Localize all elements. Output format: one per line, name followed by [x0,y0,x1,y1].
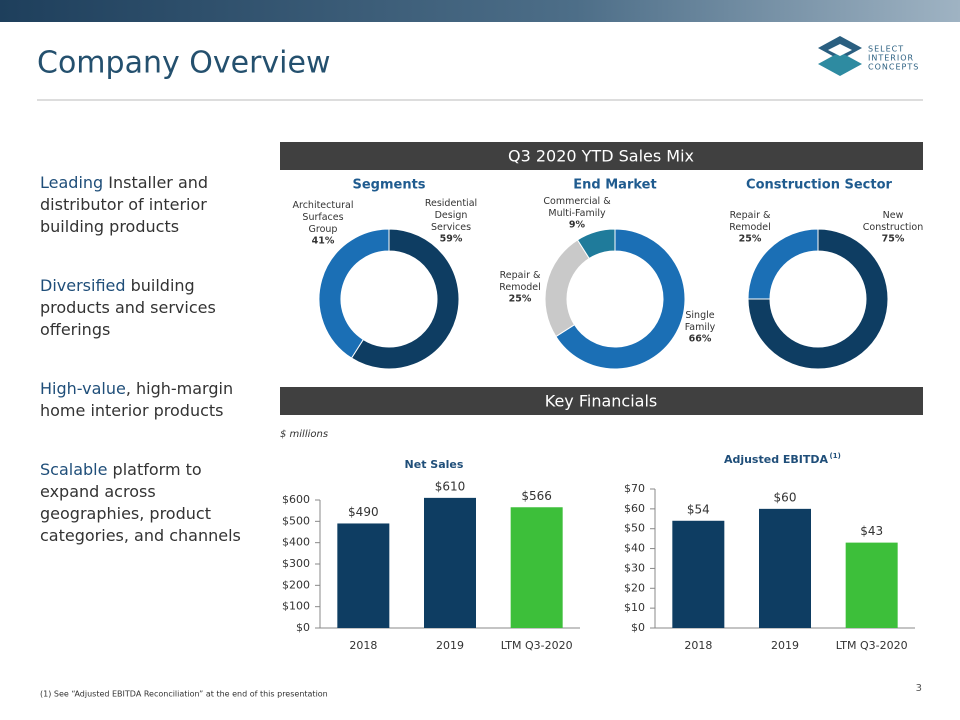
bullet-text: , high-margin home interior products [40,379,234,420]
segment-label: Single Family [685,310,716,333]
segment-label: Repair & Remodel [729,210,771,233]
donut-segment [318,228,390,359]
value-label: $566 [521,489,552,503]
section-title: Key Financials [545,392,658,411]
bullet-lead: Leading [40,173,104,192]
segment-value-label: 25% [509,294,532,305]
bullet-text: platform to expand across geographies, p… [40,460,241,545]
bar [672,520,725,628]
logo-text: INTERIOR [868,54,914,63]
y-tick-label: $40 [624,542,645,555]
bar [759,508,811,628]
chart-title: Net Sales [405,458,464,471]
bullet: Diversified building products and servic… [40,275,255,341]
segment-value-label: 75% [882,234,905,245]
logo-text: SELECT [868,45,904,54]
value-label: $54 [687,502,710,516]
segment-label: Residential Design Services [425,198,477,233]
bullet-lead: Diversified [40,276,126,295]
y-tick-label: $60 [624,502,645,515]
y-tick-label: $70 [624,482,645,495]
bullet-text: building products and services offerings [40,276,216,339]
value-label: $43 [860,524,883,538]
bullet-list: Leading Installer and distributor of int… [40,172,255,584]
bar [337,523,390,628]
donut-segment [747,228,819,300]
y-tick-label: $0 [296,621,310,634]
bar [510,507,563,628]
logo-text: CONCEPTS [868,63,919,72]
chart-title: Construction Sector [746,178,892,193]
segment-label: Architectural Surfaces Group [293,200,354,235]
footnote: (1) See “Adjusted EBITDA Reconciliation”… [40,690,328,699]
y-tick-label: $0 [631,621,645,634]
donut-segment [350,228,460,370]
donut-segment [544,239,590,338]
chart-title: Adjusted EBITDA [724,453,829,466]
y-tick-label: $600 [282,493,310,506]
y-tick-label: $300 [282,557,310,570]
bullet: Scalable platform to expand across geogr… [40,459,255,547]
y-tick-label: $20 [624,581,645,594]
donut-segment [555,228,686,370]
donut-segment [576,228,616,260]
chart-title: Segments [352,178,425,193]
y-tick-label: $100 [282,600,310,613]
y-tick-label: $30 [624,561,645,574]
bullet-lead: High-value [40,379,126,398]
units-note: $ millions [280,429,328,440]
segment-label: Repair & Remodel [499,270,541,293]
bullet-text: Installer and distributor of interior bu… [40,173,209,236]
x-tick-label: 2018 [684,639,712,652]
section-bar [280,142,923,170]
value-label: $610 [435,479,466,493]
segment-value-label: 59% [440,234,463,245]
logo-mark [818,36,862,76]
segment-value-label: 66% [689,334,712,345]
bullet: Leading Installer and distributor of int… [40,172,255,238]
x-tick-label: LTM Q3-2020 [501,639,573,652]
chart-title-note: (1) [830,452,841,460]
x-tick-label: 2019 [771,639,799,652]
segment-label: New Construction [863,210,924,233]
y-tick-label: $10 [624,601,645,614]
x-tick-label: 2018 [349,639,377,652]
page-number: 3 [916,683,922,694]
bar [845,542,898,628]
segment-value-label: 9% [569,220,586,231]
segment-value-label: 41% [312,236,335,247]
bar [424,497,476,628]
bullet: High-value, high-margin home interior pr… [40,378,255,422]
chart-title: End Market [573,178,656,193]
y-tick-label: $500 [282,514,310,527]
value-label: $490 [348,505,379,519]
y-tick-label: $400 [282,536,310,549]
y-tick-label: $50 [624,522,645,535]
section-title: Q3 2020 YTD Sales Mix [508,147,694,166]
section-bar [280,387,923,415]
value-label: $60 [774,490,797,504]
x-tick-label: 2019 [436,639,464,652]
x-tick-label: LTM Q3-2020 [836,639,908,652]
donut-segment [747,228,889,370]
segment-value-label: 25% [739,234,762,245]
bullet-lead: Scalable [40,460,108,479]
slide-title: Company Overview [37,46,331,81]
y-tick-label: $200 [282,578,310,591]
header-banner [0,0,960,22]
segment-label: Commercial & Multi-Family [543,196,611,219]
